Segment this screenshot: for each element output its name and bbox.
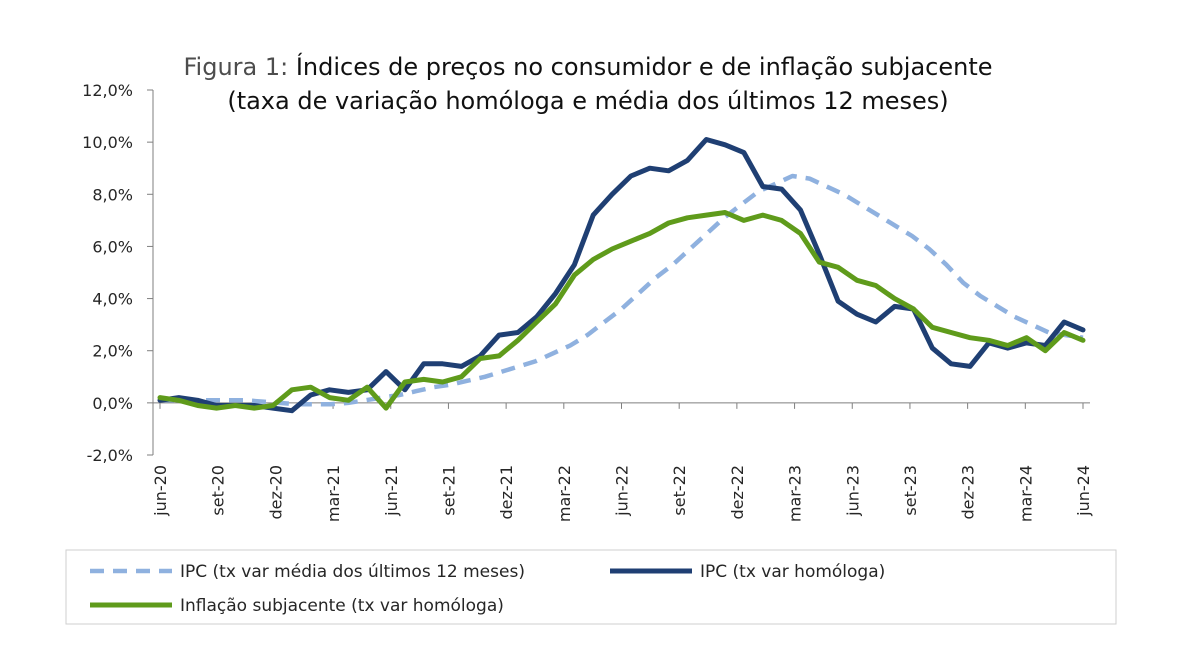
x-tick-label: dez-21 <box>497 465 516 520</box>
chart-title: Figura 1: Índices de preços no consumido… <box>183 52 992 81</box>
x-tick-label: dez-22 <box>728 465 747 520</box>
y-tick-label: 10,0% <box>82 133 133 152</box>
series-line-ipc-avg12m <box>160 173 1084 407</box>
x-axis: jun-20 set-20 dez-20 mar-21 jun-21 set-21 dez-… <box>151 402 1093 522</box>
x-tick-label: set-20 <box>209 465 228 516</box>
plot-area <box>157 137 1086 414</box>
x-tick-label: mar-21 <box>324 465 343 522</box>
x-tick-label: dez-20 <box>266 465 285 520</box>
x-tick-label: mar-22 <box>555 465 574 522</box>
y-tick-label: 4,0% <box>92 290 133 309</box>
legend-label-core-inflation: Inflação subjacente (tx var homóloga) <box>180 596 504 616</box>
x-tick-label: dez-23 <box>959 465 978 520</box>
y-tick-label: 6,0% <box>92 237 133 256</box>
x-tick-label: set-22 <box>670 465 689 516</box>
x-tick-label: mar-24 <box>1016 465 1035 522</box>
series-line-ipc-yoy <box>157 137 1086 414</box>
x-tick-label: jun-20 <box>151 465 170 517</box>
y-tick-label: 12,0% <box>82 81 133 100</box>
x-tick-label: jun-21 <box>382 465 401 517</box>
x-tick-label: mar-23 <box>786 465 805 522</box>
legend: IPC (tx var média dos últimos 12 meses) … <box>65 549 1117 625</box>
y-axis: -2,0% 0,0% 2,0% 4,0% 6,0% 8,0% 10,0% 12,0% <box>82 81 154 465</box>
legend-frame <box>65 549 1117 625</box>
chart-title-prefix: Figura 1: <box>183 53 288 81</box>
legend-label-ipc-avg12m: IPC (tx var média dos últimos 12 meses) <box>180 562 525 582</box>
x-tick-label: jun-22 <box>613 465 632 517</box>
y-tick-label: 8,0% <box>92 185 133 204</box>
x-tick-label: jun-24 <box>1074 465 1093 517</box>
legend-label-ipc-yoy: IPC (tx var homóloga) <box>700 562 885 582</box>
y-tick-label: 2,0% <box>92 342 133 361</box>
x-tick-label: set-21 <box>439 465 458 516</box>
series-line-core-inflation <box>157 210 1086 411</box>
chart-title-main: Índices de preços no consumidor e de inf… <box>288 52 992 81</box>
y-tick-label: 0,0% <box>92 394 133 413</box>
x-tick-label: jun-23 <box>843 465 862 517</box>
y-tick-label: -2,0% <box>87 446 133 465</box>
chart-subtitle: (taxa de variação homóloga e média dos ú… <box>227 87 948 115</box>
x-tick-label: set-23 <box>901 465 920 516</box>
